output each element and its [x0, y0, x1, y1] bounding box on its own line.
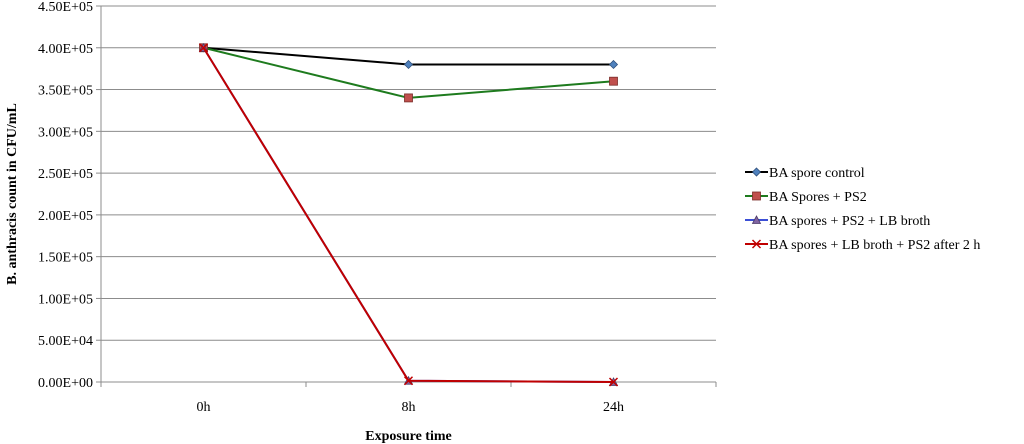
y-tick-label: 4.00E+05	[38, 42, 93, 57]
y-tick-label: 1.00E+05	[38, 292, 93, 307]
y-axis-ticks: 0.00E+00 5.00E+04 1.00E+05 1.50E+05 2.00E+05…	[38, 0, 101, 391]
y-tick-label: 3.00E+05	[38, 125, 93, 140]
legend-item: BA spores + PS2 + LB broth	[745, 214, 930, 229]
legend-label: BA spores + LB broth + PS2 after 2 h	[769, 238, 980, 253]
legend-label: BA spores + PS2 + LB broth	[769, 214, 930, 229]
y-tick-label: 0.00E+00	[38, 376, 93, 391]
series-lines	[198, 42, 619, 387]
series-4	[198, 43, 619, 387]
legend-item: BA spores + LB broth + PS2 after 2 h	[745, 238, 980, 253]
y-tick-label: 5.00E+04	[38, 334, 93, 349]
legend-label: BA spore control	[769, 166, 865, 181]
data-point-diamond	[608, 59, 619, 70]
legend-item: BA Spores + PS2	[745, 190, 867, 205]
data-point-square	[752, 191, 761, 201]
y-tick-label: 2.00E+05	[38, 209, 93, 224]
x-tick-label: 24h	[603, 400, 624, 415]
data-point-square	[404, 93, 413, 103]
data-point-x	[608, 377, 619, 387]
x-axis-title: Exposure time	[365, 429, 451, 444]
y-tick-label: 3.50E+05	[38, 84, 93, 99]
data-point-triangle	[751, 215, 762, 224]
x-tick-label: 0h	[197, 400, 211, 415]
legend: BA spore control BA Spores + PS2 BA spores…	[745, 166, 980, 253]
data-point-diamond	[403, 59, 414, 70]
y-tick-label: 4.50E+05	[38, 0, 93, 15]
legend-item: BA spore control	[745, 166, 865, 181]
y-tick-label: 1.50E+05	[38, 251, 93, 266]
data-point-x	[751, 239, 762, 249]
x-tick-label: 8h	[402, 400, 416, 415]
series-line	[203, 46, 614, 99]
legend-label: BA Spores + PS2	[769, 190, 867, 205]
gridlines	[101, 5, 716, 341]
data-point-x	[403, 376, 414, 386]
x-axis-ticks: 0h 8h 24h	[100, 382, 717, 415]
data-point-square	[609, 76, 618, 86]
y-axis-title: B. anthracis count in CFU/mL	[5, 103, 20, 285]
data-point-diamond	[751, 167, 762, 177]
data-point-x	[198, 43, 209, 53]
y-tick-label: 2.50E+05	[38, 167, 93, 182]
